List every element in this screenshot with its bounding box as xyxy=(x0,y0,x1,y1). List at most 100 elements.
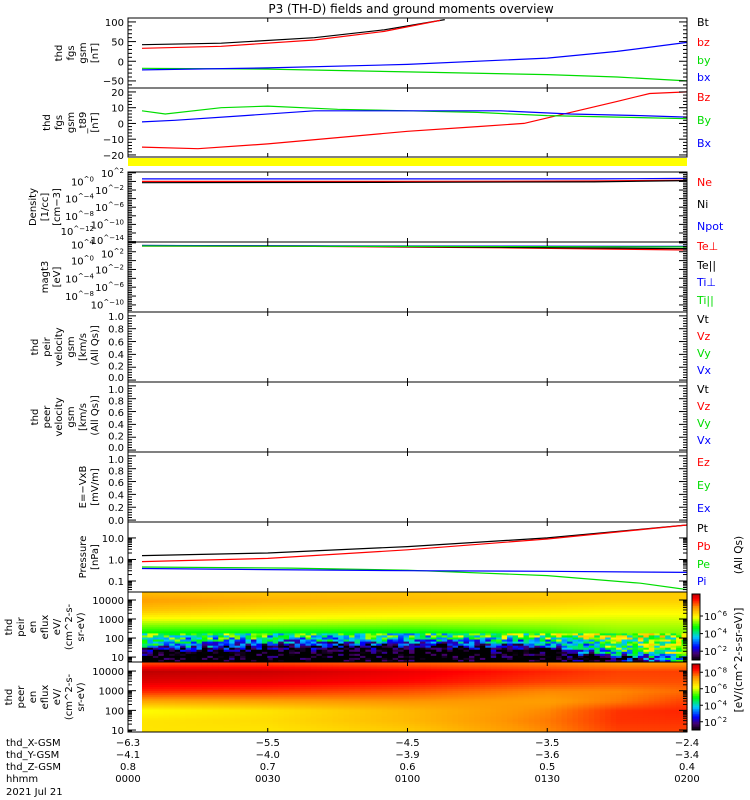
spectrogram-cell xyxy=(338,618,345,622)
spectrogram-cell xyxy=(229,698,236,702)
spectrogram-cell xyxy=(409,647,416,650)
spectrogram-cell xyxy=(174,668,181,671)
spectrogram-cell xyxy=(550,628,557,632)
spectrogram-cell xyxy=(234,604,241,607)
spectrogram-cell xyxy=(191,674,198,677)
spectrogram-cell xyxy=(387,639,394,642)
spectrogram-cell xyxy=(360,657,367,660)
spectrogram-cell xyxy=(545,602,552,605)
spectrogram-cell xyxy=(578,622,585,626)
spectrogram-cell xyxy=(643,622,650,626)
spectrogram-cell xyxy=(196,620,203,624)
spectrogram-cell xyxy=(185,704,192,708)
spectrogram-cell xyxy=(212,727,219,730)
spectrogram-cell xyxy=(670,645,677,648)
spectrogram-cell xyxy=(534,630,541,634)
spectrogram-cell xyxy=(512,645,519,648)
spectrogram-cell xyxy=(665,624,672,628)
spectrogram-cell xyxy=(207,616,214,620)
spectrogram-cell xyxy=(191,704,198,708)
spectrogram-cell xyxy=(240,604,247,607)
spectrogram-cell xyxy=(251,690,258,694)
spectrogram-cell xyxy=(256,686,263,690)
spectrogram-cell xyxy=(218,692,225,696)
spectrogram-cell xyxy=(436,612,443,615)
spectrogram-cell xyxy=(545,645,552,648)
spectrogram-cell xyxy=(191,600,198,603)
spectrogram-cell xyxy=(338,612,345,615)
spectrogram-cell xyxy=(283,620,290,624)
spectrogram-cell xyxy=(261,618,268,622)
spectrogram-cell xyxy=(610,616,617,620)
spectrogram-cell xyxy=(414,636,421,640)
spectrogram-cell xyxy=(409,653,416,656)
spectrogram-cell xyxy=(234,634,241,638)
spectrogram-cell xyxy=(648,632,655,636)
spectrogram-cell xyxy=(452,602,459,605)
spectrogram-cell xyxy=(201,678,208,681)
spectrogram-cell xyxy=(174,610,181,613)
spectrogram-cell xyxy=(621,592,628,595)
spectrogram-cell xyxy=(528,641,535,644)
spectrogram-cell xyxy=(578,614,585,618)
spectrogram-cell xyxy=(681,628,688,632)
spectrogram-cell xyxy=(648,618,655,622)
spectrogram-cell xyxy=(605,634,612,638)
spectrogram-cell xyxy=(676,649,683,652)
spectrogram-cell xyxy=(485,616,492,620)
spectrogram-cell xyxy=(409,628,416,632)
spectrogram-cell xyxy=(648,657,655,660)
spectrogram-cell xyxy=(272,598,279,601)
spectrogram-cell xyxy=(621,651,628,654)
spectrogram-cell xyxy=(196,717,203,720)
spectrogram-cell xyxy=(180,676,187,679)
spectrogram-cell xyxy=(528,622,535,626)
spectrogram-cell xyxy=(370,630,377,634)
spectrogram-cell xyxy=(567,651,574,654)
spectrogram-cell xyxy=(207,632,214,636)
spectrogram-cell xyxy=(572,620,579,624)
spectrogram-cell xyxy=(534,618,541,622)
spectrogram-cell xyxy=(392,634,399,638)
spectrogram-cell xyxy=(436,618,443,622)
spectrogram-cell xyxy=(185,674,192,677)
spectrogram-cell xyxy=(496,594,503,597)
spectrogram-cell xyxy=(490,645,497,648)
spectrogram-cell xyxy=(610,620,617,624)
spectrogram-cell xyxy=(256,639,263,642)
spectrogram-cell xyxy=(207,704,214,708)
spectrogram-cell xyxy=(507,651,514,654)
spectrogram-cell xyxy=(419,632,426,636)
spectrogram-cell xyxy=(398,592,405,595)
spectrogram-cell xyxy=(398,649,405,652)
spectrogram-cell xyxy=(632,600,639,603)
spectrogram-cell xyxy=(627,618,634,622)
spectrogram-cell xyxy=(381,641,388,644)
spectrogram-cell xyxy=(180,723,187,726)
spectrogram-cell xyxy=(234,684,241,688)
spectrogram-cell xyxy=(267,659,274,662)
spectrogram-cell xyxy=(152,696,159,700)
colorbar-cell xyxy=(692,646,700,649)
legend-label: Bt xyxy=(697,16,710,29)
spectrogram-cell xyxy=(479,594,486,597)
spectrogram-cell xyxy=(196,700,203,704)
spectrogram-cell xyxy=(469,645,476,648)
spectrogram-cell xyxy=(627,620,634,624)
spectrogram-cell xyxy=(158,628,165,632)
spectrogram-cell xyxy=(152,645,159,648)
spectrogram-cell xyxy=(174,594,181,597)
spectrogram-cell xyxy=(283,641,290,644)
spectrogram-cell xyxy=(605,594,612,597)
spectrogram-cell xyxy=(627,608,634,611)
spectrogram-cell xyxy=(289,641,296,644)
spectrogram-cell xyxy=(550,622,557,626)
spectrogram-cell xyxy=(430,610,437,613)
spectrogram-cell xyxy=(474,653,481,656)
spectrogram-cell xyxy=(370,651,377,654)
spectrogram-cell xyxy=(223,600,230,603)
y-axis-label-line: (cm^2-s- xyxy=(64,603,75,650)
spectrogram-cell xyxy=(376,598,383,601)
spectrogram-cell xyxy=(234,647,241,650)
spectrogram-cell xyxy=(458,612,465,615)
